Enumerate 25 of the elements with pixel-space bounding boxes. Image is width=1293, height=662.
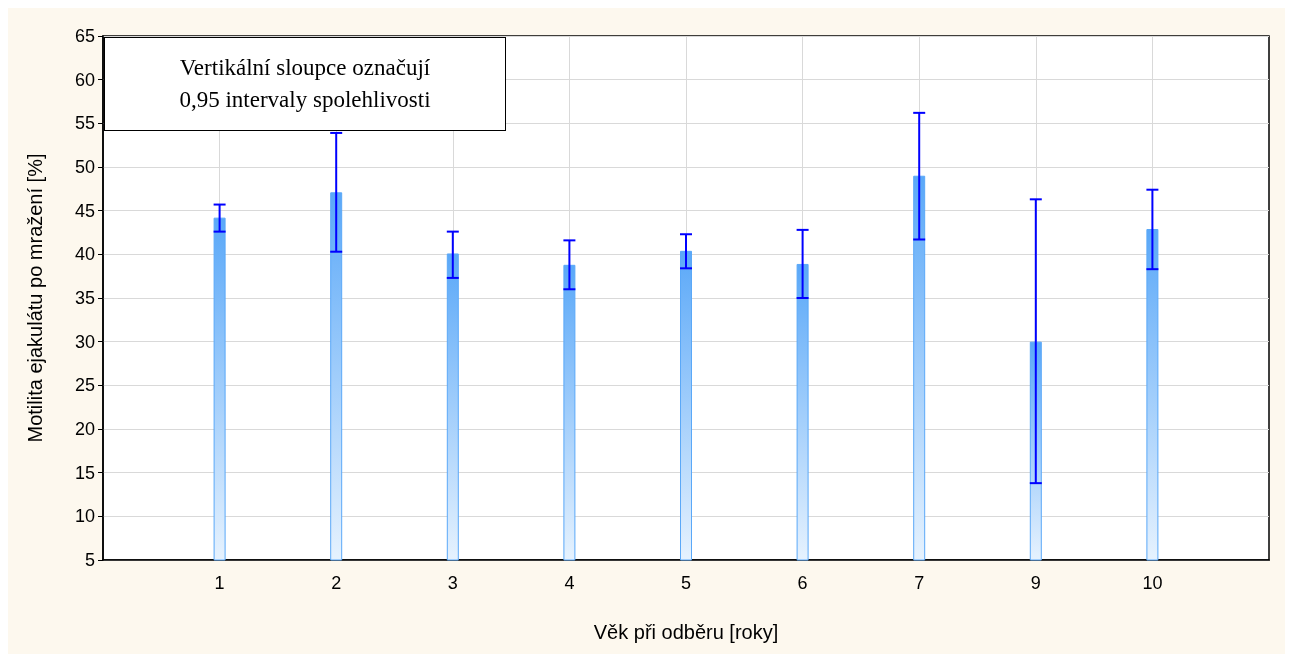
x-tick-label: 3 bbox=[447, 573, 458, 593]
y-tick-label: 65 bbox=[74, 26, 95, 46]
x-tick-label: 7 bbox=[914, 573, 925, 593]
y-tick-label: 60 bbox=[74, 69, 95, 90]
y-tick-label: 40 bbox=[74, 244, 95, 265]
note-box: Vertikální sloupce označují 0,95 intervaly spolehlivosti bbox=[104, 37, 506, 131]
y-tick-label: 5 bbox=[84, 550, 95, 570]
y-tick-label: 20 bbox=[74, 419, 95, 439]
x-tick-label: 2 bbox=[331, 573, 342, 593]
y-tick-label: 15 bbox=[74, 462, 95, 483]
y-tick-label: 35 bbox=[74, 288, 95, 308]
y-tick-label: 10 bbox=[74, 506, 95, 527]
x-axis-title: Věk při odběru [roky] bbox=[593, 621, 779, 643]
y-tick-label: 45 bbox=[74, 200, 95, 221]
x-tick-label: 6 bbox=[797, 573, 808, 593]
x-tick-label: 1 bbox=[214, 573, 225, 593]
y-tick-label: 50 bbox=[74, 157, 95, 177]
y-tick-label: 25 bbox=[74, 375, 95, 396]
x-tick-label: 10 bbox=[1142, 573, 1163, 593]
y-tick-label: 55 bbox=[74, 113, 95, 134]
x-tick-label: 4 bbox=[564, 573, 575, 593]
y-tick-label: 30 bbox=[74, 331, 95, 352]
x-tick-label: 9 bbox=[1030, 573, 1041, 593]
x-tick-label: 5 bbox=[680, 573, 692, 593]
y-axis-title: Motilita ejakulátu po mražení [%] bbox=[24, 153, 46, 443]
